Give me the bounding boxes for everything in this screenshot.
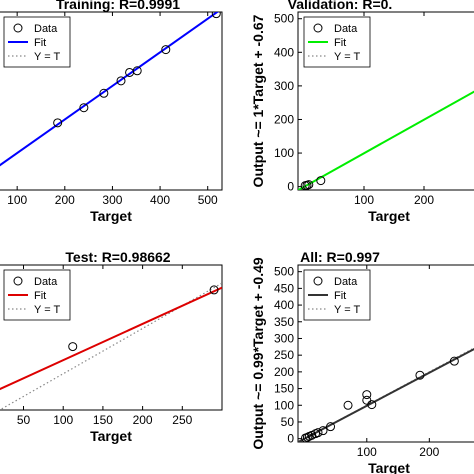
plot-title: Validation: R=0. <box>288 0 393 12</box>
data-point <box>449 356 459 366</box>
legend-label: Fit <box>334 290 346 302</box>
data-point <box>211 12 221 19</box>
x-tick-label: 200 <box>414 193 434 207</box>
y-tick-label: 50 <box>281 415 295 429</box>
x-axis-label: Target <box>368 460 410 474</box>
data-point <box>161 45 171 55</box>
data-point <box>132 66 142 76</box>
legend-data-marker <box>13 23 23 33</box>
plot-area <box>298 90 474 190</box>
x-axis-label: Target <box>368 208 410 224</box>
y-tick-label: 0 <box>287 180 294 194</box>
legend: Data Fit Y = T <box>3 16 71 68</box>
data-point <box>343 400 353 410</box>
data-point <box>116 76 126 86</box>
x-tick-label: 200 <box>419 445 439 459</box>
x-tick-label: 500 <box>198 193 218 207</box>
fit-line <box>0 12 219 167</box>
y-axis-label: Output ~= 1*Target + -0.67 <box>250 14 266 187</box>
legend-label: Data <box>34 23 58 35</box>
legend-label: Y = T <box>334 51 360 63</box>
x-tick-label: 100 <box>53 413 73 427</box>
data-point <box>302 432 312 442</box>
legend: Data Fit Y = T <box>3 269 71 321</box>
y-tick-label: 450 <box>274 281 294 295</box>
data-point <box>68 342 78 352</box>
data-point <box>367 400 377 410</box>
plot-area <box>0 12 221 167</box>
y-tick-label: 250 <box>274 348 294 362</box>
plot-panel-1: 0100200300400500Training: R=0.9991Target… <box>0 0 223 224</box>
y-tick-label: 100 <box>274 398 294 412</box>
legend-label: Y = T <box>34 51 60 63</box>
data-point <box>362 390 372 400</box>
y-tick-label: 150 <box>274 382 294 396</box>
fit-line <box>298 90 474 190</box>
y-tick-label: 0 <box>287 432 294 446</box>
y-tick-label: 100 <box>274 146 294 160</box>
x-tick-label: 50 <box>17 413 31 427</box>
y-tick-label: 300 <box>274 79 294 93</box>
legend-data-marker <box>13 276 23 286</box>
legend-data-marker <box>313 23 323 33</box>
data-point <box>79 103 89 113</box>
y-axis-label: Output ~= 0.99*Target + -0.49 <box>250 257 266 450</box>
y-tick-label: 400 <box>274 298 294 312</box>
x-tick-label: 250 <box>172 413 192 427</box>
x-tick-label: 100 <box>357 445 377 459</box>
legend-label: Data <box>334 23 358 35</box>
x-tick-label: 100 <box>7 193 27 207</box>
x-tick-label: 200 <box>133 413 153 427</box>
legend: Data Fit Y = T <box>303 269 371 321</box>
x-axis-label: Target <box>90 428 132 444</box>
data-point <box>318 426 328 436</box>
data-point <box>53 118 63 128</box>
legend-label: Data <box>334 276 358 288</box>
plot-title: All: R=0.997 <box>300 249 380 265</box>
x-tick-label: 100 <box>354 193 374 207</box>
y-tick-label: 400 <box>274 45 294 59</box>
plot-area <box>298 347 474 442</box>
legend-label: Data <box>34 276 58 288</box>
x-tick-label: 300 <box>102 193 122 207</box>
legend-label: Y = T <box>34 304 60 316</box>
plot-panel-2: 1002003000100200300400500Validation: R=0… <box>250 0 474 224</box>
data-point <box>209 285 219 295</box>
x-axis-label: Target <box>90 208 132 224</box>
data-point <box>304 180 314 190</box>
data-point <box>415 370 425 380</box>
legend-data-marker <box>313 276 323 286</box>
y-tick-label: 350 <box>274 315 294 329</box>
x-tick-label: 150 <box>93 413 113 427</box>
legend-label: Fit <box>334 37 346 49</box>
plot-panel-3: 50 100 150 200 250 Test: R=0.98662 Target Data F… <box>0 249 223 444</box>
data-point <box>313 428 323 438</box>
plot-area <box>0 282 222 410</box>
x-tick-label: 200 <box>55 193 75 207</box>
y-tick-label: 500 <box>274 12 294 26</box>
data-point <box>316 176 326 186</box>
y-tick-label: 200 <box>274 112 294 126</box>
legend-label: Fit <box>34 37 46 49</box>
y-tick-label: 300 <box>274 331 294 345</box>
legend-label: Fit <box>34 290 46 302</box>
data-point <box>99 88 109 98</box>
plot-title: Training: R=0.9991 <box>56 0 180 12</box>
legend: Data Fit Y = T <box>303 16 371 68</box>
plot-panel-4: 100200300050100150200250300350400450500A… <box>250 249 474 474</box>
fit-line <box>0 286 222 391</box>
x-tick-label: 400 <box>150 193 170 207</box>
y-tick-label: 500 <box>274 265 294 279</box>
legend-label: Y = T <box>334 304 360 316</box>
plot-title: Test: R=0.98662 <box>65 249 170 265</box>
fit-line <box>298 347 474 442</box>
data-point <box>326 422 336 432</box>
y-tick-label: 200 <box>274 365 294 379</box>
